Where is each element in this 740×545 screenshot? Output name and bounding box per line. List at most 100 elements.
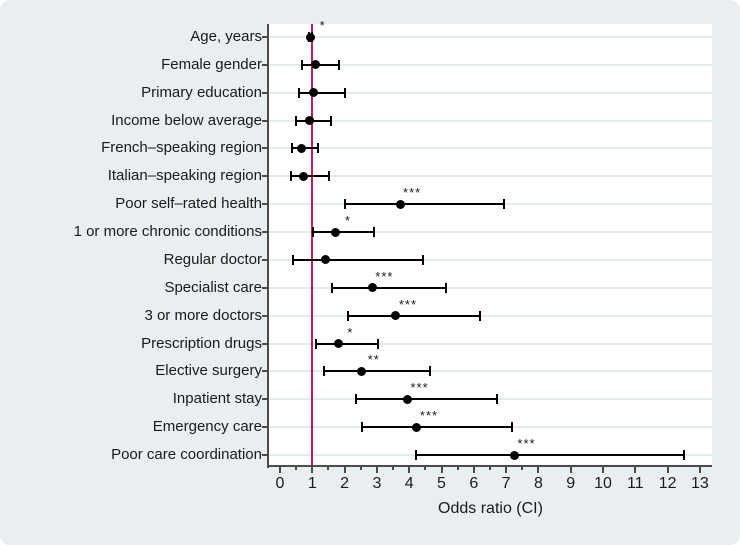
- category-label: Elective surgery: [155, 362, 262, 380]
- y-tick: [262, 231, 268, 234]
- x-tick-label: 12: [658, 475, 677, 492]
- gridline: [269, 36, 712, 38]
- reference-line: [311, 24, 314, 466]
- gridline: [269, 175, 712, 178]
- y-tick: [262, 63, 268, 66]
- significance-stars: *: [347, 324, 354, 340]
- significance-stars: *: [319, 18, 326, 33]
- y-tick: [262, 203, 268, 206]
- ci-cap-low: [330, 282, 333, 293]
- point-estimate-marker: [509, 450, 519, 460]
- x-major-tick: [279, 467, 281, 473]
- x-axis-title: Odds ratio (CI): [438, 500, 543, 517]
- ci-line: [355, 398, 498, 401]
- ci-cap-high: [479, 310, 482, 321]
- ci-cap-low: [292, 254, 295, 265]
- x-major-tick: [343, 467, 346, 473]
- category-label: 1 or more chronic conditions: [73, 223, 262, 241]
- ci-line: [299, 91, 346, 94]
- y-tick: [262, 119, 268, 122]
- category-label: Poor care coordination: [111, 446, 262, 463]
- x-minor-tick: [424, 467, 427, 470]
- x-minor-tick: [327, 467, 330, 470]
- point-estimate-marker: [309, 88, 319, 98]
- ci-cap-high: [502, 199, 505, 210]
- point-estimate-marker: [333, 339, 343, 349]
- y-tick: [262, 370, 268, 373]
- ci-cap-low: [314, 338, 317, 349]
- ci-cap-high: [511, 422, 514, 433]
- ci-cap-low: [414, 450, 417, 460]
- x-major-tick: [537, 467, 540, 473]
- point-estimate-marker: [320, 255, 330, 265]
- ci-cap-low: [298, 87, 301, 98]
- point-estimate-marker: [357, 366, 367, 376]
- gridline: [269, 314, 712, 317]
- x-minor-tick: [359, 467, 362, 470]
- category-label: Poor self–rated health: [115, 195, 262, 213]
- y-axis: [267, 24, 269, 468]
- x-major-tick: [440, 467, 443, 473]
- ci-line: [415, 454, 685, 456]
- ci-line: [315, 342, 378, 345]
- x-tick-label: 13: [690, 475, 709, 492]
- significance-stars: ***: [403, 185, 422, 201]
- x-minor-tick: [295, 467, 298, 470]
- ci-cap-high: [317, 143, 320, 154]
- x-minor-tick: [456, 467, 459, 470]
- x-major-tick: [472, 467, 475, 473]
- x-tick-label: 5: [437, 475, 446, 492]
- ci-line: [347, 314, 481, 317]
- point-estimate-marker: [296, 143, 306, 153]
- x-major-tick: [408, 467, 411, 473]
- y-tick: [262, 314, 268, 317]
- gridline: [269, 231, 712, 234]
- ci-cap-low: [311, 227, 314, 238]
- y-tick: [262, 36, 268, 38]
- x-tick-label: 7: [501, 475, 511, 492]
- gridline: [269, 119, 712, 122]
- ci-cap-low: [289, 171, 292, 182]
- category-label: Prescription drugs: [141, 334, 262, 352]
- gridline: [269, 342, 712, 345]
- point-estimate-marker: [305, 116, 315, 126]
- plot-area: * *** * *** *** * ** *** *** ***: [269, 18, 712, 466]
- ci-line: [331, 286, 446, 289]
- y-tick: [262, 426, 268, 429]
- x-tick-label: 6: [469, 475, 479, 492]
- point-estimate-marker: [403, 394, 413, 404]
- category-label: Income below average: [111, 111, 262, 129]
- x-tick-label: 0: [275, 475, 285, 492]
- ci-cap-low: [343, 199, 346, 210]
- y-tick: [262, 342, 268, 345]
- x-major-tick: [634, 467, 637, 473]
- ci-cap-low: [361, 422, 364, 433]
- category-label: Italian–speaking region: [107, 167, 262, 185]
- point-estimate-marker: [331, 227, 341, 237]
- ci-line: [344, 203, 504, 206]
- ci-cap-high: [429, 366, 432, 377]
- ci-line: [293, 258, 424, 261]
- x-tick-label: 10: [594, 475, 612, 492]
- category-label: Female gender: [161, 55, 262, 73]
- ci-line: [323, 370, 431, 373]
- ci-cap-high: [376, 338, 379, 349]
- ci-line: [362, 426, 513, 429]
- ci-line: [312, 231, 375, 234]
- significance-stars: ***: [410, 380, 429, 396]
- category-label: Primary education: [141, 83, 262, 101]
- x-major-tick: [505, 467, 508, 473]
- x-tick-label: 1: [307, 475, 317, 492]
- category-label: Age, years: [190, 28, 262, 45]
- ci-cap-low: [354, 394, 357, 405]
- x-tick-label: 9: [566, 475, 576, 492]
- ci-cap-high: [327, 171, 330, 182]
- x-major-tick: [375, 467, 378, 473]
- y-tick: [262, 258, 268, 261]
- point-estimate-marker: [395, 199, 405, 209]
- significance-stars: ***: [419, 408, 439, 424]
- y-tick: [262, 454, 268, 456]
- point-estimate-marker: [306, 32, 316, 42]
- ci-cap-high: [683, 450, 686, 460]
